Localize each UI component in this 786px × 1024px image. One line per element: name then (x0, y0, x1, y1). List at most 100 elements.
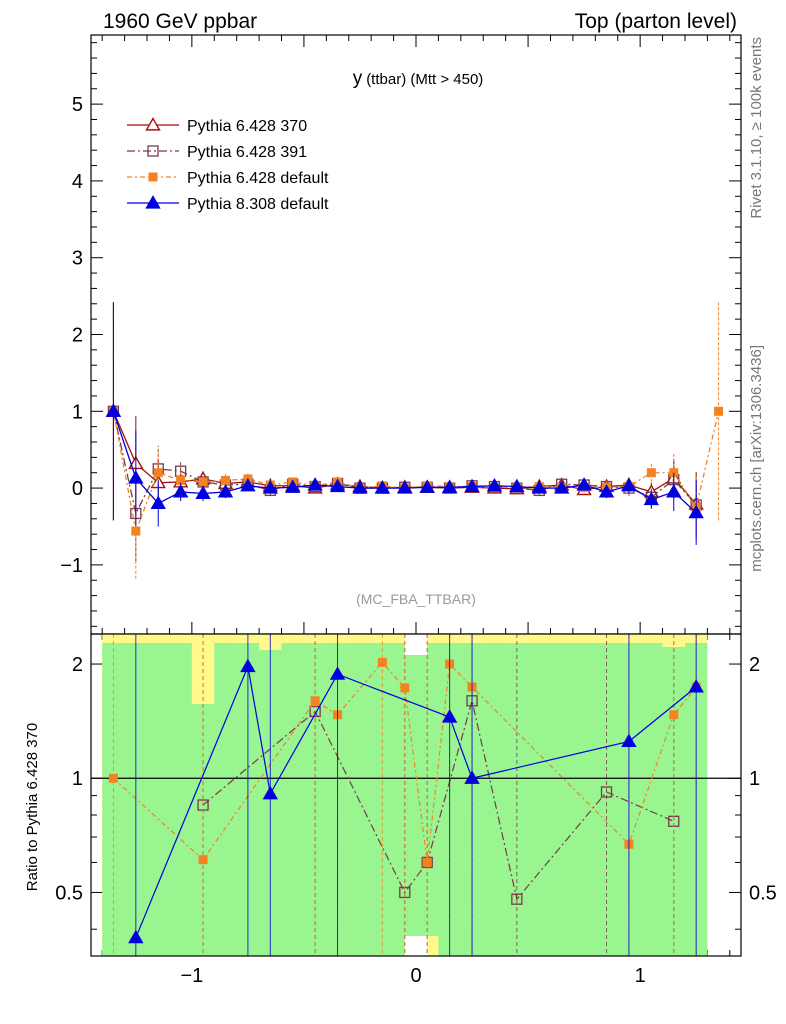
legend-marker (145, 195, 161, 209)
data-point (195, 485, 211, 500)
band-gap (404, 634, 428, 655)
legend-item: Pythia 6.428 391 (127, 144, 307, 161)
ratio-data-point (262, 785, 279, 800)
data-point (598, 484, 615, 498)
data-point (374, 480, 391, 494)
ratio-data-point (688, 679, 704, 693)
data-point (419, 479, 435, 493)
side-label-top: Rivet 3.1.10, ≥ 100k events (748, 37, 765, 219)
ratio-data-point (400, 683, 410, 693)
data-point (441, 479, 458, 493)
ratio-ytick-label-right: 2 (749, 654, 760, 676)
data-point (128, 470, 144, 484)
main-ytick-label: 1 (72, 401, 83, 423)
band-green (393, 643, 416, 956)
ratio-plot (90, 633, 742, 957)
band-green (483, 643, 506, 956)
data-point (307, 477, 323, 491)
ratio-data-point (669, 710, 679, 720)
legend-label: Pythia 6.428 391 (187, 144, 307, 161)
legend-marker (147, 145, 159, 157)
ratio-data-point (422, 857, 432, 867)
series-1 (107, 302, 702, 562)
ratio-series (108, 634, 704, 956)
xtick-label: 0 (410, 965, 421, 987)
main-title-sub: (ttbar) (Mtt > 450) (366, 71, 483, 88)
legend-marker (145, 117, 161, 131)
data-point (240, 477, 256, 492)
ratio-data-point (511, 893, 523, 905)
band-green (640, 643, 663, 956)
legend-item: Pythia 6.428 370 (127, 117, 307, 135)
main-ytick-label: 5 (72, 94, 83, 116)
legend: Pythia 6.428 370 Pythia 6.428 391 Pythia 6… (127, 117, 329, 213)
legend-item: Pythia 6.428 default (127, 170, 329, 187)
legend-label: Pythia 6.428 default (187, 170, 329, 187)
data-point (486, 477, 503, 492)
data-point (172, 484, 189, 498)
watermark: (MC_FBA_TTBAR) (356, 591, 476, 607)
ratio-data-point (377, 657, 387, 667)
side-label-bottom: mcplots.cern.ch [arXiv:1306.3436] (748, 345, 765, 572)
band-green (147, 643, 170, 956)
data-point (397, 480, 413, 494)
xtick-label: −1 (180, 965, 203, 987)
ratio-series-2 (128, 634, 704, 956)
data-point (329, 478, 346, 493)
band-green (550, 643, 573, 956)
ratio-data-point (310, 696, 320, 706)
data-point (153, 468, 163, 478)
data-point (150, 495, 166, 510)
ratio-data-point (464, 770, 480, 784)
main-ytick-label: 0 (72, 478, 83, 500)
band-green (169, 643, 192, 956)
band-green (662, 647, 685, 956)
header-left: 1960 GeV ppbar (103, 10, 257, 33)
series-3 (105, 302, 704, 545)
band-green (348, 643, 372, 956)
ticks: −1 0 1 2 3 4 5 −1 0 1 0.5 0.5 1 1 2 2 (55, 35, 777, 987)
data-point (621, 477, 637, 492)
legend-marker (148, 172, 158, 182)
series-0 (105, 302, 704, 537)
main-ytick-label: 4 (72, 171, 83, 193)
band-green (572, 643, 596, 956)
series-2 (108, 302, 724, 579)
ratio-data-point (198, 855, 208, 865)
data-point (198, 477, 208, 487)
data-point (131, 526, 141, 536)
ratio-line (135, 664, 697, 938)
data-point (666, 484, 682, 498)
data-point (714, 406, 724, 416)
ratio-data-point (128, 929, 144, 944)
legend-label: Pythia 6.428 370 (187, 118, 307, 135)
ratio-data-point (329, 666, 346, 680)
legend-label: Pythia 8.308 default (187, 196, 329, 213)
data-point (285, 479, 301, 493)
data-point (643, 491, 660, 506)
band-green (505, 643, 529, 956)
ratio-ytick-label-right: 1 (749, 768, 760, 790)
main-plot: −1 0 1 2 3 4 5 −1 0 1 0.5 0.5 1 1 2 2 (55, 34, 777, 987)
data-point (105, 403, 122, 417)
main-ytick-label: −1 (60, 555, 83, 577)
ratio-ytick-label-right: 0.5 (749, 882, 777, 904)
data-point (464, 478, 480, 493)
ratio-ytick-label-left: 1 (72, 768, 83, 790)
data-point (220, 475, 230, 485)
ratio-data-point (108, 773, 118, 783)
band-green (214, 643, 237, 956)
data-point (352, 480, 368, 494)
ratio-ylabel: Ratio to Pythia 6.428 370 (24, 723, 41, 891)
data-point (531, 480, 547, 494)
header-right: Top (parton level) (575, 10, 737, 33)
band-green (102, 643, 125, 956)
band-green (528, 643, 551, 956)
main-ytick-label: 2 (72, 325, 83, 347)
data-point (576, 477, 592, 491)
data-point (646, 468, 656, 478)
main-ytick-label: 3 (72, 248, 83, 270)
ratio-data-point (600, 786, 613, 798)
ratio-frame (90, 633, 742, 957)
